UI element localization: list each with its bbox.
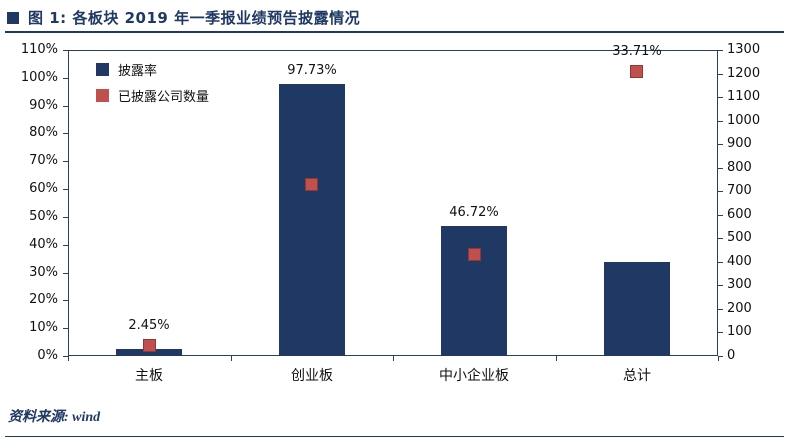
y-axis-left-label: 90%: [29, 98, 58, 113]
figure-header: 图 1: 各板块 2019 年一季报业绩预告披露情况: [7, 7, 360, 28]
y-axis-right-label: 400: [727, 254, 752, 269]
y-axis-left-tick: [63, 356, 68, 357]
plot-border: [68, 50, 718, 356]
y-axis-right-label: 500: [727, 230, 752, 245]
y-axis-right-tick: [718, 309, 723, 310]
legend-point-swatch-icon: [96, 89, 109, 102]
y-axis-left-label: 110%: [20, 42, 58, 57]
y-axis-left-label: 30%: [29, 265, 58, 280]
disclosure-rate-bar: [279, 84, 345, 356]
y-axis-right-label: 200: [727, 301, 752, 316]
x-axis-tick: [231, 356, 232, 361]
y-axis-right-tick: [718, 262, 723, 263]
y-axis-left-label: 0%: [37, 348, 58, 363]
legend-row: 披露率: [96, 60, 157, 79]
bar-value-label: 97.73%: [287, 63, 337, 78]
y-axis-left-label: 60%: [29, 181, 58, 196]
y-axis-right-label: 800: [727, 160, 752, 175]
y-axis-right-tick: [718, 191, 723, 192]
y-axis-left-label: 10%: [29, 320, 58, 335]
legend-row: 已披露公司数量: [96, 86, 209, 105]
x-axis-label: 创业板: [291, 368, 333, 384]
y-axis-left-label: 20%: [29, 292, 58, 307]
disclosure-rate-bar: [604, 262, 670, 356]
y-axis-right-tick: [718, 356, 723, 357]
disclosure-rate-bar: [116, 349, 182, 356]
company-count-point: [305, 178, 318, 191]
y-axis-left-tick: [63, 273, 68, 274]
y-axis-right-tick: [718, 332, 723, 333]
y-axis-right-tick: [718, 50, 723, 51]
y-axis-right-tick: [718, 285, 723, 286]
company-count-point: [630, 65, 643, 78]
y-axis-right-label: 1200: [727, 66, 761, 81]
y-axis-right-label: 1000: [727, 113, 761, 128]
y-axis-right-label: 1100: [727, 89, 761, 104]
y-axis-right-label: 700: [727, 183, 752, 198]
y-axis-right-label: 600: [727, 207, 752, 222]
y-axis-left-label: 40%: [29, 237, 58, 252]
y-axis-left-tick: [63, 161, 68, 162]
y-axis-left-tick: [63, 300, 68, 301]
company-count-point: [143, 339, 156, 352]
y-axis-right-tick: [718, 74, 723, 75]
x-axis-label: 主板: [135, 368, 163, 384]
source-note: 资料来源: wind: [8, 410, 101, 425]
y-axis-right-tick: [718, 97, 723, 98]
y-axis-left-label: 100%: [20, 70, 58, 85]
title-bullet-icon: [7, 11, 19, 24]
y-axis-right-label: 900: [727, 136, 752, 151]
y-axis-right-label: 100: [727, 324, 752, 339]
company-count-point: [468, 248, 481, 261]
y-axis-right-tick: [718, 144, 723, 145]
x-axis-label: 总计: [623, 368, 651, 384]
x-axis-tick: [556, 356, 557, 361]
y-axis-right-label: 300: [727, 277, 752, 292]
y-axis-right-tick: [718, 121, 723, 122]
y-axis-right-label: 0: [727, 348, 736, 363]
y-axis-left-label: 80%: [29, 125, 58, 140]
figure-title: 图 1: 各板块 2019 年一季报业绩预告披露情况: [28, 9, 361, 27]
legend-bar-swatch-icon: [96, 63, 109, 76]
x-axis-label: 中小企业板: [439, 368, 509, 384]
legend-label: 已披露公司数量: [118, 90, 210, 105]
y-axis-right-tick: [718, 238, 723, 239]
y-axis-right-tick: [718, 168, 723, 169]
x-axis-tick: [68, 356, 69, 361]
y-axis-left-tick: [63, 189, 68, 190]
disclosure-rate-bar: [441, 226, 507, 356]
y-axis-left-tick: [63, 50, 68, 51]
header-divider: [5, 31, 784, 33]
y-axis-left-tick: [63, 328, 68, 329]
x-axis-tick: [393, 356, 394, 361]
y-axis-right-label: 1300: [727, 42, 761, 57]
x-axis-tick: [718, 356, 719, 361]
y-axis-left-tick: [63, 217, 68, 218]
footer-divider: [5, 436, 784, 437]
y-axis-right-tick: [718, 215, 723, 216]
y-axis-left-tick: [63, 245, 68, 246]
legend-label: 披露率: [118, 64, 158, 79]
y-axis-left-tick: [63, 106, 68, 107]
bar-value-label: 46.72%: [449, 205, 499, 220]
y-axis-left-tick: [63, 133, 68, 134]
y-axis-left-label: 70%: [29, 153, 58, 168]
bar-value-label: 33.71%: [612, 44, 662, 59]
y-axis-left-tick: [63, 78, 68, 79]
bar-value-label: 2.45%: [128, 318, 170, 333]
y-axis-left-label: 50%: [29, 209, 58, 224]
